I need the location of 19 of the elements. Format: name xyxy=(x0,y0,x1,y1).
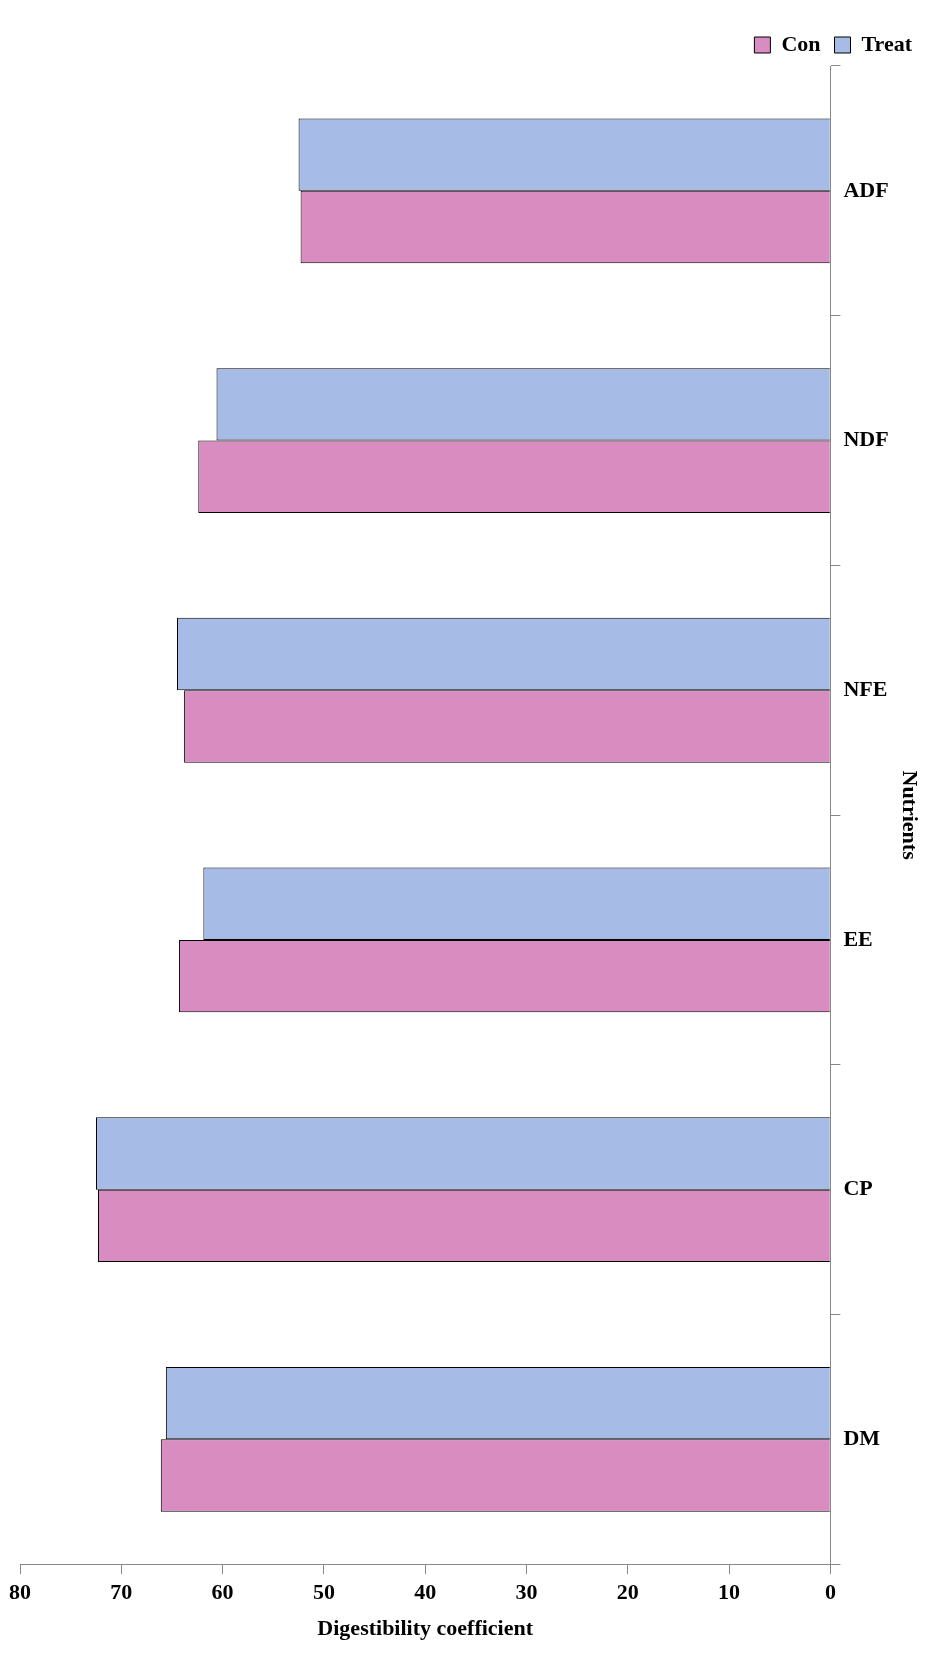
x-tick-label: 0 xyxy=(824,1579,836,1605)
x-tick-label: 10 xyxy=(718,1579,741,1605)
x-axis-title: Digestibility coefficient xyxy=(317,1615,534,1641)
y-axis-title: Nutrients xyxy=(898,770,924,861)
y-tick-label: CP xyxy=(843,1175,873,1201)
legend-label: Treat xyxy=(861,30,913,56)
legend-label: Con xyxy=(781,30,821,56)
y-tick-label: NFE xyxy=(843,675,888,701)
x-tick-label: 60 xyxy=(211,1579,234,1605)
x-tick-label: 40 xyxy=(414,1579,437,1605)
x-tick-label: 20 xyxy=(616,1579,639,1605)
x-tick-label: 50 xyxy=(312,1579,335,1605)
y-tick-label: ADF xyxy=(843,176,889,202)
x-tick-label: 70 xyxy=(110,1579,133,1605)
y-tick-label: DM xyxy=(843,1425,881,1451)
x-tick-label: 80 xyxy=(9,1579,31,1605)
y-tick-label: EE xyxy=(843,925,873,951)
y-tick-label: NDF xyxy=(843,426,889,452)
x-tick-label: 30 xyxy=(515,1579,538,1605)
